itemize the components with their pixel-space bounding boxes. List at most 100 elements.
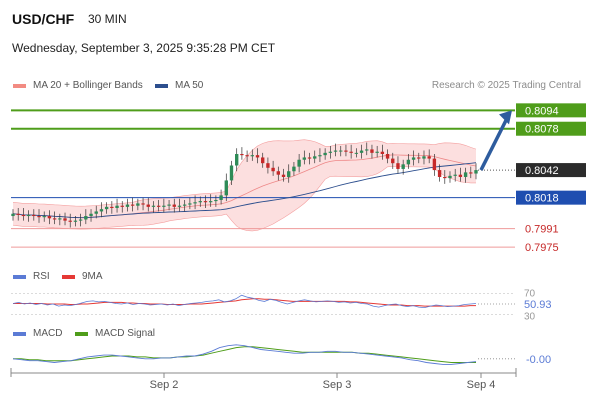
candle <box>99 202 104 218</box>
candle <box>323 148 327 160</box>
candle-body <box>349 151 353 153</box>
candle-body <box>47 216 52 219</box>
candle-body <box>229 165 234 181</box>
candle-body <box>365 149 369 151</box>
candle <box>198 196 202 207</box>
candle <box>52 211 57 225</box>
candle-body <box>422 156 426 159</box>
candle <box>84 209 88 225</box>
candle-body <box>292 166 296 172</box>
candle-body <box>125 204 130 207</box>
candle <box>224 173 228 202</box>
candle <box>463 167 468 183</box>
candle-body <box>11 213 15 217</box>
candle <box>411 150 416 166</box>
macd-value-label: -0.00 <box>526 354 551 366</box>
candle <box>328 145 333 159</box>
candle <box>167 199 171 211</box>
candle-body <box>448 175 452 179</box>
candle <box>94 205 98 219</box>
candle-body <box>182 204 187 206</box>
candle <box>177 198 182 212</box>
candle <box>474 163 478 180</box>
candle-body <box>21 214 26 217</box>
bollinger-legend-label: MA 20 + Bollinger Bands <box>33 80 143 91</box>
candle <box>146 197 150 212</box>
candle <box>125 198 130 212</box>
candle <box>453 168 457 182</box>
ma50-line <box>12 162 477 219</box>
candle-body <box>411 157 416 160</box>
candle-body <box>141 203 145 205</box>
candle-body <box>406 159 411 165</box>
candle <box>261 152 265 168</box>
candle-body <box>427 156 431 159</box>
rsi-legend-swatch <box>13 275 26 279</box>
candle <box>375 145 379 158</box>
candle <box>16 208 20 221</box>
candle-body <box>99 209 104 212</box>
candle <box>162 198 166 213</box>
bollinger-upper-line <box>12 139 477 207</box>
candle <box>89 209 93 222</box>
candle-body <box>302 157 307 160</box>
research-credit: Research © 2025 Trading Central <box>431 80 581 91</box>
candle <box>32 209 36 221</box>
rsi-line <box>12 294 477 309</box>
rsi-value-label: 50.93 <box>524 299 552 311</box>
candle-body <box>437 170 442 177</box>
candle-body <box>68 220 72 222</box>
x-tick-label: Sep 2 <box>150 379 179 391</box>
level-badge-0.8018 <box>516 190 586 205</box>
macd-signal-legend-label: MACD Signal <box>95 328 156 339</box>
candle <box>417 152 421 164</box>
candle-body <box>391 158 395 164</box>
symbol-title: USD/CHF <box>12 11 75 27</box>
candle-body <box>261 157 265 164</box>
candle-body <box>328 151 333 153</box>
macd-legend-label: MACD <box>33 328 63 339</box>
candle <box>235 148 239 172</box>
candle-body <box>370 149 374 153</box>
candle-body <box>281 174 286 177</box>
rsi-tick-30: 30 <box>524 311 536 322</box>
candle-body <box>156 205 161 207</box>
candle-body <box>89 213 93 217</box>
candle <box>297 154 301 173</box>
candle-body <box>333 150 338 152</box>
candle-body <box>177 205 182 207</box>
level-label-0.8078: 0.8078 <box>525 124 559 136</box>
candle <box>333 143 338 157</box>
level-label-0.8094: 0.8094 <box>525 105 559 117</box>
candle <box>68 213 72 228</box>
candle-body <box>307 157 312 159</box>
candle <box>287 164 291 183</box>
rsi-legend-label: RSI <box>33 271 50 282</box>
candle-body <box>16 213 20 215</box>
candle-body <box>469 172 473 174</box>
candle <box>422 150 426 165</box>
candle <box>307 152 312 165</box>
candle-body <box>224 180 228 196</box>
candle <box>370 144 374 159</box>
macd-signal-legend-swatch <box>75 332 88 336</box>
candle-body <box>474 170 478 174</box>
candle <box>406 154 411 169</box>
macd-legend-swatch <box>13 332 26 336</box>
candle <box>47 210 52 225</box>
candle <box>63 212 67 226</box>
candle-body <box>26 214 31 217</box>
candle-body <box>287 171 291 177</box>
candle <box>104 202 109 214</box>
candle <box>110 201 114 214</box>
candle <box>193 195 197 210</box>
candle-body <box>255 155 260 158</box>
candle-body <box>271 167 275 172</box>
candle-body <box>375 151 379 153</box>
candle-body <box>167 204 171 206</box>
rsi-ma-legend-label: 9MA <box>82 271 103 282</box>
candle <box>469 166 473 179</box>
candle <box>136 198 140 211</box>
candle <box>188 197 192 210</box>
